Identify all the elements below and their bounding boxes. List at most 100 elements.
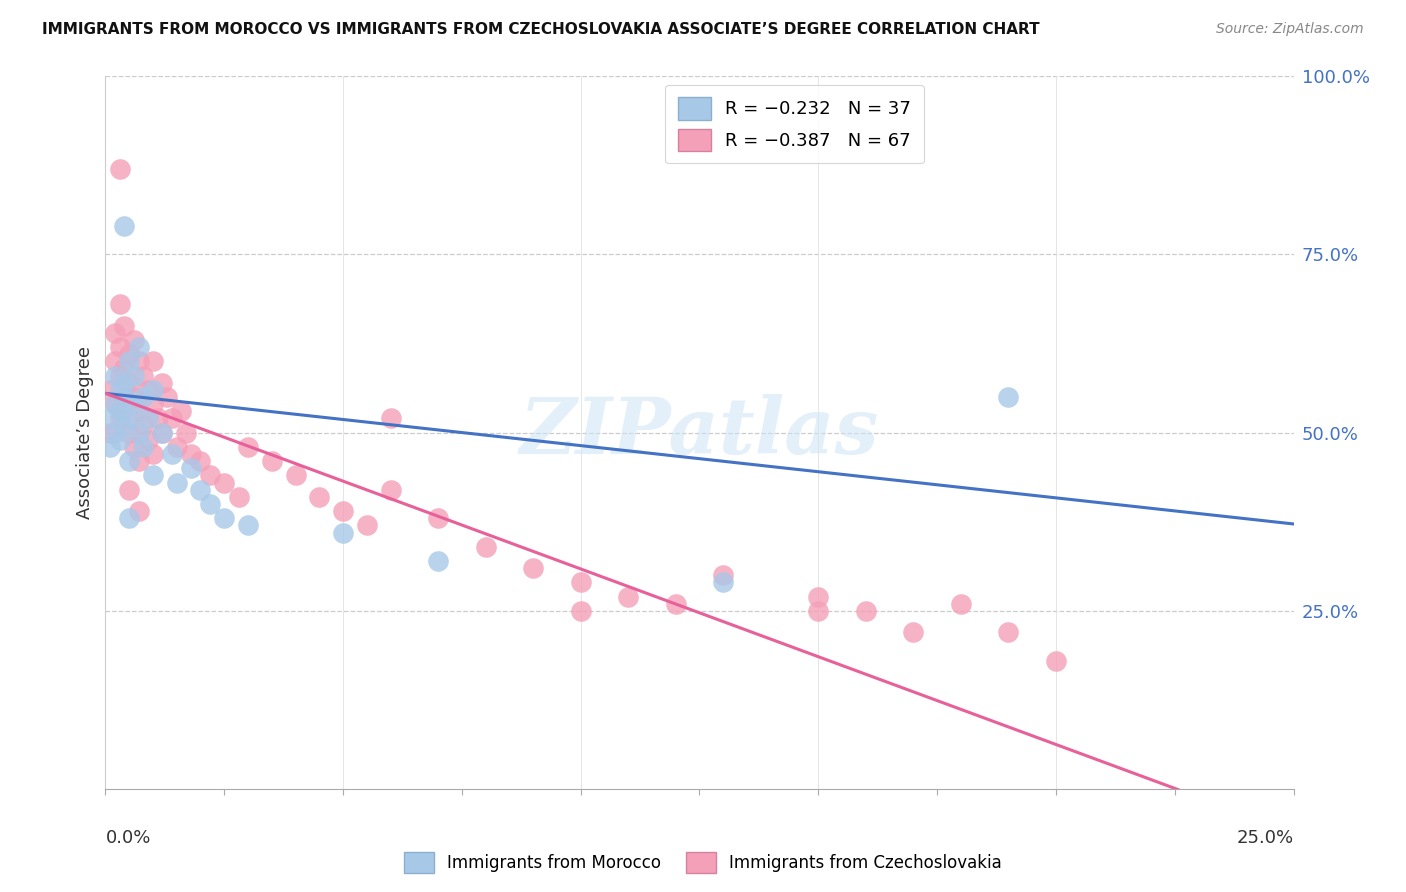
Point: [170, 404, 193, 418]
Point: [332, 525, 354, 540]
Point: [156, 390, 179, 404]
Text: IMMIGRANTS FROM MOROCCO VS IMMIGRANTS FROM CZECHOSLOVAKIA ASSOCIATE’S DEGREE COR: IMMIGRANTS FROM MOROCCO VS IMMIGRANTS FR…: [42, 22, 1040, 37]
Y-axis label: Associate’s Degree: Associate’s Degree: [76, 346, 94, 519]
Point: [136, 411, 159, 425]
Text: 0.0%: 0.0%: [105, 829, 150, 847]
Point: [160, 411, 183, 425]
Point: [114, 390, 136, 404]
Point: [617, 590, 640, 604]
Point: [128, 425, 150, 440]
Point: [98, 440, 121, 454]
Point: [132, 418, 155, 433]
Point: [152, 425, 174, 440]
Point: [118, 483, 141, 497]
Point: [128, 354, 150, 368]
Point: [214, 475, 236, 490]
Point: [214, 511, 236, 525]
Point: [108, 411, 131, 425]
Point: [198, 497, 221, 511]
Point: [807, 604, 830, 618]
Point: [128, 454, 150, 468]
Point: [98, 383, 121, 397]
Point: [104, 354, 127, 368]
Point: [104, 397, 127, 411]
Point: [180, 461, 202, 475]
Point: [236, 518, 259, 533]
Point: [108, 404, 131, 418]
Point: [108, 383, 131, 397]
Point: [665, 597, 688, 611]
Point: [166, 440, 188, 454]
Point: [522, 561, 544, 575]
Point: [122, 368, 145, 383]
Point: [114, 418, 136, 433]
Point: [136, 433, 159, 447]
Legend: Immigrants from Morocco, Immigrants from Czechoslovakia: Immigrants from Morocco, Immigrants from…: [396, 846, 1010, 880]
Point: [142, 383, 165, 397]
Point: [122, 390, 145, 404]
Point: [142, 397, 165, 411]
Point: [132, 368, 155, 383]
Point: [114, 376, 136, 390]
Legend: R = −0.232   N = 37, R = −0.387   N = 67: R = −0.232 N = 37, R = −0.387 N = 67: [665, 85, 924, 163]
Point: [997, 390, 1019, 404]
Point: [1045, 654, 1067, 668]
Point: [108, 297, 131, 311]
Point: [114, 219, 136, 233]
Point: [427, 511, 450, 525]
Point: [142, 447, 165, 461]
Point: [122, 333, 145, 347]
Point: [118, 354, 141, 368]
Text: ZIPatlas: ZIPatlas: [520, 394, 879, 471]
Point: [174, 425, 197, 440]
Text: 25.0%: 25.0%: [1236, 829, 1294, 847]
Point: [711, 575, 734, 590]
Point: [128, 340, 150, 354]
Point: [284, 468, 307, 483]
Point: [380, 411, 402, 425]
Point: [228, 490, 250, 504]
Point: [108, 340, 131, 354]
Point: [711, 568, 734, 582]
Point: [98, 411, 121, 425]
Point: [180, 447, 202, 461]
Point: [152, 376, 174, 390]
Point: [903, 625, 925, 640]
Point: [807, 590, 830, 604]
Point: [122, 440, 145, 454]
Point: [142, 354, 165, 368]
Point: [128, 504, 150, 518]
Point: [356, 518, 378, 533]
Point: [380, 483, 402, 497]
Point: [118, 425, 141, 440]
Point: [198, 468, 221, 483]
Point: [190, 454, 212, 468]
Point: [136, 383, 159, 397]
Point: [118, 347, 141, 361]
Point: [332, 504, 354, 518]
Point: [142, 468, 165, 483]
Point: [569, 575, 592, 590]
Point: [132, 390, 155, 404]
Point: [98, 425, 121, 440]
Point: [108, 433, 131, 447]
Point: [118, 376, 141, 390]
Point: [114, 318, 136, 333]
Point: [104, 326, 127, 340]
Point: [108, 161, 131, 176]
Point: [474, 540, 496, 554]
Point: [118, 454, 141, 468]
Point: [104, 397, 127, 411]
Text: Source: ZipAtlas.com: Source: ZipAtlas.com: [1216, 22, 1364, 37]
Point: [114, 390, 136, 404]
Point: [118, 411, 141, 425]
Point: [122, 397, 145, 411]
Point: [855, 604, 877, 618]
Point: [427, 554, 450, 568]
Point: [118, 511, 141, 525]
Point: [997, 625, 1019, 640]
Point: [260, 454, 283, 468]
Point: [108, 368, 131, 383]
Point: [569, 604, 592, 618]
Point: [104, 368, 127, 383]
